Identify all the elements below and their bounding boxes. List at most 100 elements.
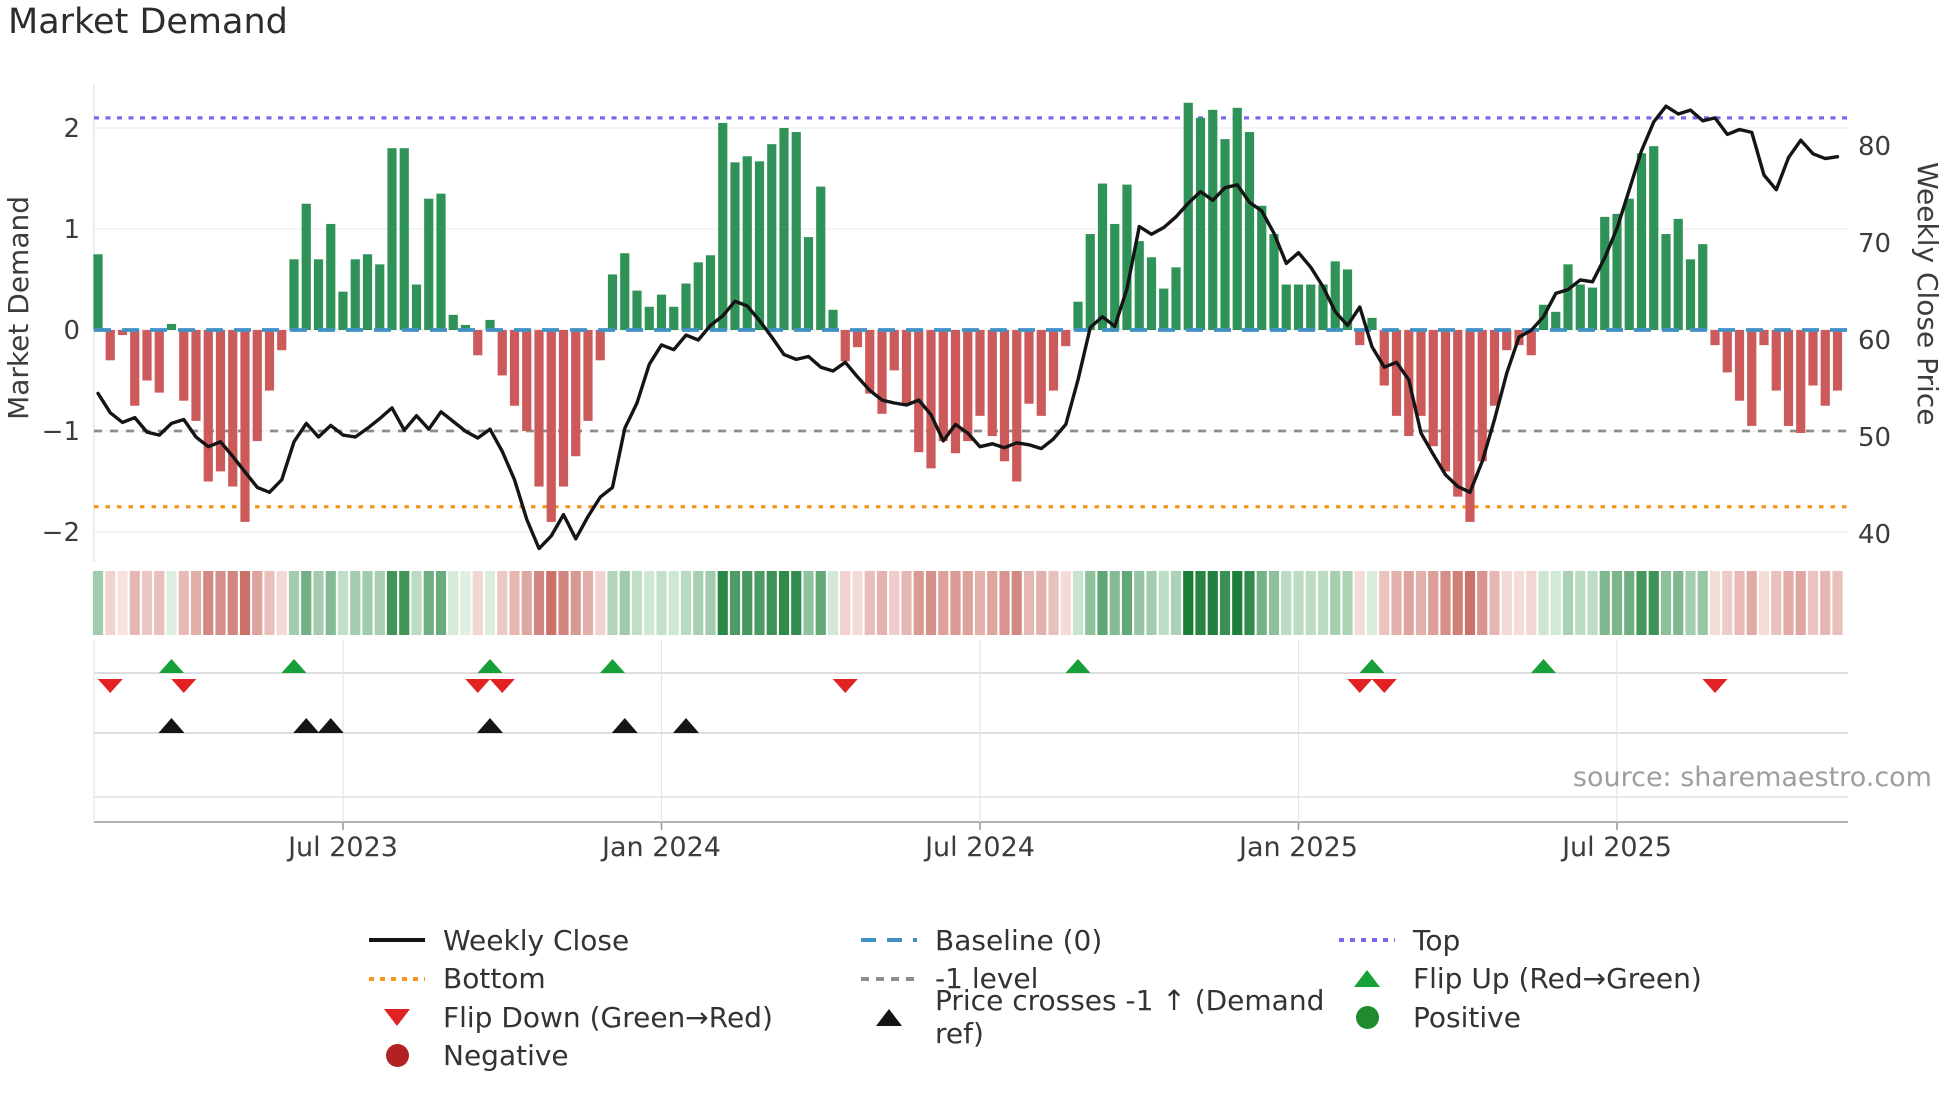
- heat-cell: [791, 571, 802, 635]
- legend-label: -1 level: [935, 962, 1039, 996]
- heat-cell: [325, 571, 336, 635]
- tick-label: 0: [63, 316, 80, 346]
- negative-bar: [1024, 330, 1034, 404]
- legend-item-baseline: Baseline (0): [860, 924, 1338, 957]
- heat-cell: [1354, 571, 1365, 635]
- heat-cell: [925, 571, 937, 635]
- heat-cell: [239, 571, 251, 635]
- heat-cell: [950, 571, 961, 635]
- minus1-dash-swatch: [860, 976, 918, 981]
- negative-bar: [975, 330, 985, 416]
- heat-cell: [472, 571, 483, 635]
- legend-item-flip-down: Flip Down (Green→Red): [368, 1001, 860, 1034]
- heat-cell: [693, 571, 704, 635]
- negative-bar: [938, 330, 948, 442]
- positive-bar: [607, 274, 618, 330]
- heat-cell: [1575, 571, 1586, 635]
- positive-bar: [803, 237, 814, 330]
- positive-bar: [1146, 257, 1157, 330]
- heat-cell: [595, 571, 606, 635]
- flip-up-triangle-icon: [1359, 659, 1385, 673]
- heat-cell: [668, 571, 679, 635]
- negative-bar: [1796, 330, 1806, 434]
- negative-bar: [142, 330, 152, 381]
- negative-bar: [522, 330, 532, 431]
- flip-down-markers: [97, 679, 1728, 693]
- heat-cell: [399, 571, 410, 635]
- positive-bar: [289, 259, 299, 330]
- positive-bar: [1232, 107, 1242, 330]
- positive-bar: [1649, 146, 1659, 330]
- heat-cell: [1526, 571, 1537, 635]
- legend-label: Top: [1413, 923, 1461, 957]
- heat-cell: [276, 571, 287, 635]
- positive-bar: [1293, 284, 1304, 330]
- flip-down-triangle-icon: [97, 679, 123, 693]
- positive-bar: [485, 319, 495, 330]
- heat-cell: [1771, 571, 1782, 635]
- negative-bar: [1783, 330, 1794, 426]
- price-cross-triangle-icon: [611, 718, 638, 733]
- heat-cell: [386, 571, 398, 635]
- negative-bar: [1832, 330, 1843, 391]
- positive-bar: [375, 264, 385, 330]
- heat-cell: [1587, 571, 1598, 635]
- positive-bar: [1318, 284, 1328, 330]
- heat-cell: [1268, 571, 1280, 635]
- negative-bar: [1036, 330, 1046, 416]
- negative-bar: [987, 330, 997, 437]
- heat-cell: [166, 571, 177, 635]
- negative-bar: [1391, 330, 1402, 416]
- negative-bar: [117, 330, 128, 336]
- negative-bar: [1710, 330, 1720, 346]
- positive-bar: [1563, 264, 1573, 330]
- negative-bar: [509, 330, 520, 406]
- positive-bar: [1085, 234, 1095, 330]
- positive-bar: [644, 306, 654, 330]
- heat-cell: [644, 571, 655, 635]
- heat-cell: [913, 571, 924, 635]
- positive-bar: [742, 156, 752, 330]
- heat-cell: [1232, 571, 1243, 635]
- positive-bar: [350, 259, 360, 330]
- heat-cell: [252, 571, 263, 635]
- flip-up-markers: [159, 659, 1556, 673]
- positive-bar: [620, 253, 630, 330]
- positive-bar: [767, 144, 777, 330]
- heat-cell: [1489, 571, 1500, 635]
- heat-cell: [1501, 571, 1512, 635]
- positive-bar: [1122, 184, 1132, 330]
- negative-bar: [840, 330, 850, 362]
- heat-cell: [1134, 571, 1145, 635]
- bottom-dotted-swatch: [368, 976, 426, 981]
- heat-cell: [1219, 571, 1231, 635]
- positive-bar: [387, 148, 397, 330]
- heat-cell: [656, 571, 667, 635]
- heat-cell: [607, 571, 618, 635]
- heat-cell: [264, 571, 275, 635]
- heat-cell: [227, 571, 238, 635]
- positive-dot-icon: [1338, 1005, 1396, 1029]
- tick-label: Jan 2025: [1237, 832, 1358, 863]
- negative-bar: [240, 330, 250, 522]
- y-axis-label-right: Weekly Close Price: [1911, 162, 1944, 426]
- flip-down-triangle-icon: [171, 679, 197, 693]
- demand-bars: [93, 102, 1843, 522]
- flip-up-triangle-icon: [1065, 659, 1091, 673]
- negative-bar: [252, 330, 262, 442]
- heat-cell: [484, 571, 496, 635]
- positive-bar: [399, 148, 409, 330]
- negative-bar: [130, 330, 140, 406]
- heat-cell: [1330, 571, 1341, 635]
- positive-bar: [1073, 301, 1083, 330]
- heat-cell: [1207, 571, 1218, 635]
- positive-bar: [1330, 261, 1340, 330]
- heat-cell: [1023, 571, 1035, 635]
- negative-bar: [264, 330, 275, 391]
- heat-cell: [876, 571, 888, 635]
- reference-lines: [94, 116, 1848, 509]
- heat-cell: [987, 571, 998, 635]
- legend-item-flip-up: Flip Up (Red→Green): [1338, 962, 1878, 995]
- negative-bar: [191, 330, 201, 421]
